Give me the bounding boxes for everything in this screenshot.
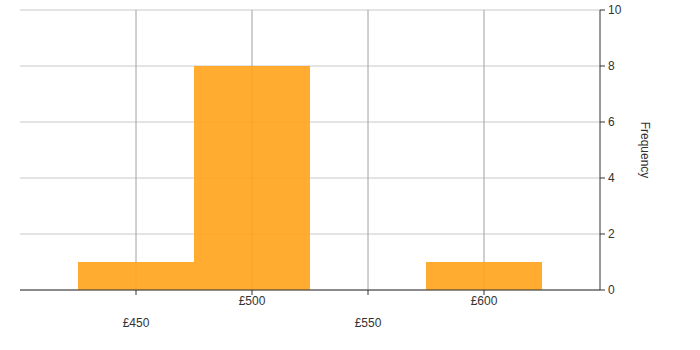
y-axis-line (600, 10, 601, 290)
x-tick-label: £600 (471, 294, 498, 308)
y-tick-label: 8 (608, 59, 615, 73)
y-tick-label: 2 (608, 227, 615, 241)
y-tick-label: 4 (608, 171, 615, 185)
x-tick-label: £500 (239, 294, 266, 308)
y-axis-label: Frequency (638, 122, 652, 179)
y-tick-label: 10 (608, 3, 622, 17)
x-tick-label: £450 (123, 316, 150, 330)
y-tick-label: 0 (608, 283, 615, 297)
y-tick (600, 290, 605, 291)
x-tick (368, 290, 369, 295)
chart: £450 £500 £550 £600 0 2 4 6 8 10 Frequency (0, 0, 700, 350)
bar (194, 66, 310, 290)
x-grid-line (484, 10, 485, 290)
x-tick (136, 290, 137, 295)
bars (78, 66, 542, 290)
x-tick-label: £550 (355, 316, 382, 330)
bar (78, 262, 194, 290)
bar (426, 262, 542, 290)
x-axis-line (20, 290, 600, 291)
y-tick (600, 66, 605, 67)
y-grid-line (20, 10, 600, 11)
y-tick (600, 122, 605, 123)
y-tick (600, 234, 605, 235)
x-grid-line (368, 10, 369, 290)
y-tick (600, 178, 605, 179)
x-grid-line (136, 10, 137, 290)
y-grid-line (20, 290, 600, 291)
y-tick (600, 10, 605, 11)
y-tick-label: 6 (608, 115, 615, 129)
